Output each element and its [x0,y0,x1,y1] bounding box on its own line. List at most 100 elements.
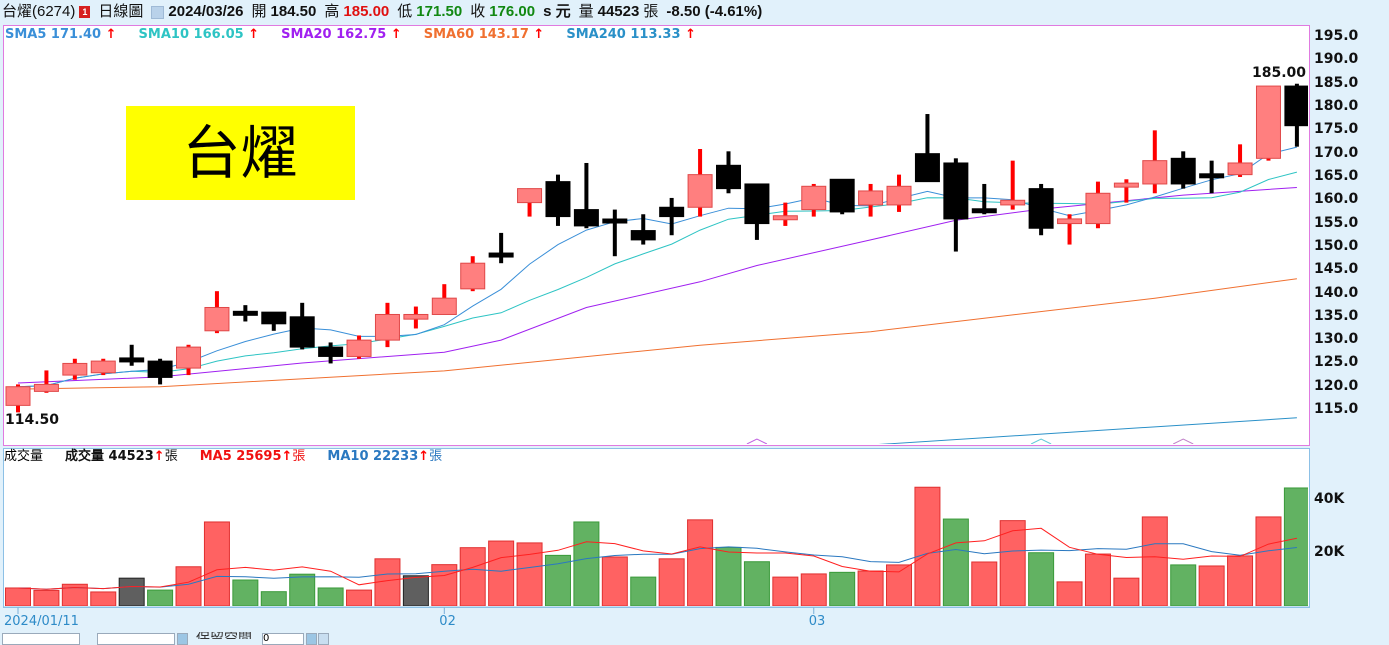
toolbar-button[interactable] [177,633,188,645]
candle[interactable] [716,151,741,194]
candle[interactable] [1255,85,1281,161]
candle-wick [612,209,617,257]
candle-body [1085,192,1111,225]
price-axis-tick: 165.0 [1314,167,1359,184]
volume-bar [999,520,1026,606]
candle[interactable] [1142,130,1168,194]
candle[interactable] [659,197,685,236]
candle[interactable] [176,344,202,376]
candle[interactable] [1284,83,1309,147]
candle[interactable] [573,162,599,229]
candle[interactable] [403,306,429,329]
sma10-line [17,171,1298,388]
candle[interactable] [545,174,571,226]
volume-bar [1084,553,1111,606]
sma240-legend: SMA240 113.33 ↑ [566,27,696,43]
volume-bar [743,561,770,606]
toolbar-button-3[interactable] [318,633,329,645]
candle[interactable] [602,209,628,257]
price-axis-tick: 180.0 [1314,98,1359,115]
low-label: 低 [397,3,413,20]
sma60-line [17,278,1297,390]
candle[interactable] [943,158,969,252]
sma5-value: SMA5 171.40 [5,27,102,42]
candle[interactable] [1170,151,1196,189]
candle[interactable] [1227,144,1253,177]
candle[interactable] [1000,160,1026,210]
candle-body [914,153,940,183]
candle[interactable] [5,384,31,413]
stock-name: 台燿(6274) [2,3,76,20]
volume-bar [402,575,429,606]
candle[interactable] [1085,181,1111,229]
candle-body [630,230,656,241]
candle[interactable] [971,183,997,215]
candle[interactable] [33,370,59,393]
volume-ma10-value: MA10 22233 [327,449,419,464]
candle-body [204,306,230,332]
toolbar-input-2[interactable] [97,633,175,645]
price-axis-tick: 145.0 [1314,261,1359,278]
candle[interactable] [630,214,656,245]
volume-bar [203,521,230,606]
candle-body [943,162,969,220]
toolbar-label: 保留空間 [196,632,252,639]
candle[interactable] [62,358,88,380]
price-axis-tick: 120.0 [1314,377,1359,394]
candle-body [374,313,400,341]
candle[interactable] [886,174,912,212]
volume-label: 量 [578,3,594,20]
toolbar-input-1[interactable] [2,633,80,645]
candle[interactable] [289,302,315,350]
candle[interactable] [119,344,145,366]
candle[interactable] [488,232,514,264]
candle[interactable] [204,291,230,334]
dropdown-toggle-icon[interactable] [151,5,165,19]
candle[interactable] [147,358,173,385]
toolbar-button-2[interactable] [306,633,317,645]
toolbar-value-input[interactable]: 0 [262,633,304,645]
price-unit: s 元 [543,3,571,20]
up-arrow-icon: ↑ [105,27,117,42]
volume-bar [346,589,373,606]
candle[interactable] [772,202,798,226]
up-arrow-icon: ↑ [533,27,545,42]
price-axis-tick: 160.0 [1314,191,1359,208]
candle[interactable] [374,302,400,348]
candle[interactable] [1113,179,1139,203]
candle[interactable] [1199,160,1225,194]
candle[interactable] [318,342,344,364]
candle-body [1113,182,1139,188]
up-arrow-icon: ↑ [281,449,293,464]
volume-legend: 成交量 成交量 44523↑張 MA5 25695↑張 MA10 22233↑張 [4,449,464,465]
candle[interactable] [687,148,713,217]
open-label: 開 [251,3,267,20]
candle[interactable] [914,114,940,183]
volume-bar [886,564,913,606]
candle-body [716,164,741,190]
candle-wick [129,344,134,366]
candle[interactable] [1028,183,1054,236]
candle[interactable] [801,183,827,217]
candle-body [431,297,457,315]
candle[interactable] [744,183,770,240]
candle[interactable] [858,183,884,217]
candle[interactable] [90,358,116,376]
volume-ma10-legend: MA10 22233↑張 [327,449,442,465]
candle[interactable] [261,311,287,331]
volume-bar [516,542,543,606]
candle[interactable] [517,188,543,217]
notice-badge[interactable]: 1 [79,6,91,18]
candle[interactable] [431,284,457,315]
volume-unit: 張 [292,449,306,464]
period-low-label: 114.50 [5,412,60,428]
candle[interactable] [232,305,258,322]
candle[interactable] [829,178,855,215]
candle[interactable] [1057,214,1083,245]
date-axis-label: 03 [808,614,826,629]
candle[interactable] [346,335,372,359]
price-axis-tick: 190.0 [1314,51,1359,68]
candle[interactable] [460,256,486,292]
price-chart-panel[interactable] [3,25,1310,446]
